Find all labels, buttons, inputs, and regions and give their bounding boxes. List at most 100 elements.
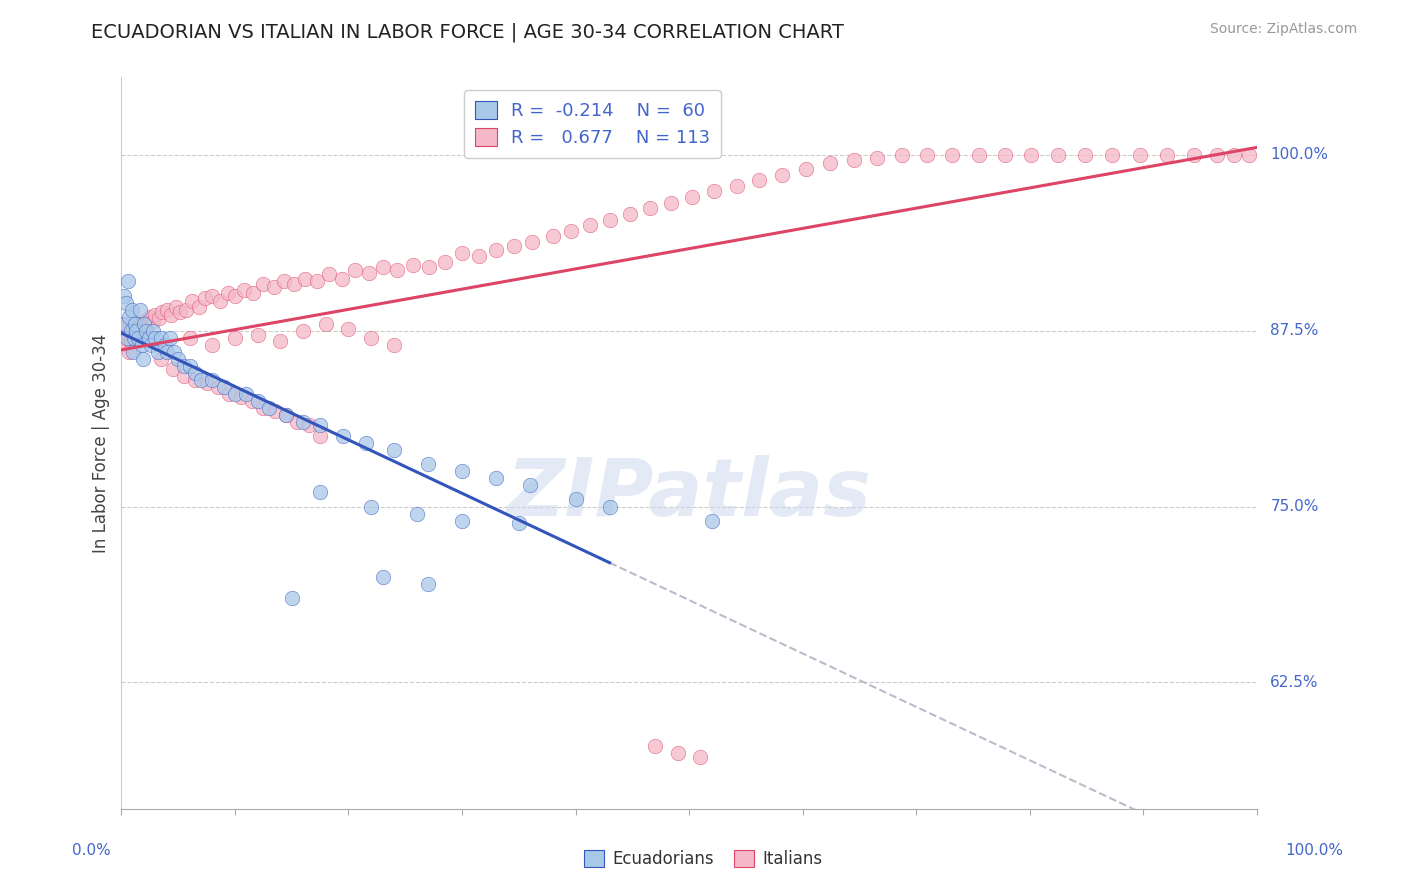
Point [156, 344, 179, 359]
Point [162, 361, 184, 376]
Point [252, 277, 274, 292]
Point [292, 324, 315, 338]
Point [150, 305, 173, 319]
Point [242, 285, 264, 300]
Point [315, 317, 337, 331]
Point [146, 344, 169, 359]
Point [246, 327, 269, 342]
Point [703, 185, 725, 199]
Point [122, 331, 145, 345]
Text: ECUADORIAN VS ITALIAN IN LABOR FORCE | AGE 30-34 CORRELATION CHART: ECUADORIAN VS ITALIAN IN LABOR FORCE | A… [91, 22, 844, 42]
Point [134, 314, 156, 328]
Point [120, 324, 142, 338]
Point [599, 500, 621, 514]
Point [224, 387, 246, 401]
Point [233, 283, 256, 297]
Point [292, 415, 315, 429]
Legend: Ecuadorians, Italians: Ecuadorians, Italians [576, 843, 830, 875]
Point [125, 324, 148, 338]
Point [644, 739, 666, 753]
Point [173, 359, 195, 373]
Text: 0.0%: 0.0% [72, 843, 111, 858]
Point [640, 201, 662, 215]
Point [132, 351, 155, 366]
Point [252, 401, 274, 415]
Point [117, 275, 139, 289]
Point [114, 317, 136, 331]
Point [190, 373, 212, 387]
Point [207, 380, 229, 394]
Point [201, 337, 224, 351]
Point [298, 417, 321, 432]
Point [748, 173, 770, 187]
Point [263, 280, 285, 294]
Point [485, 471, 508, 485]
Point [235, 387, 257, 401]
Point [681, 190, 703, 204]
Point [163, 344, 186, 359]
Point [1129, 148, 1152, 162]
Point [468, 249, 491, 263]
Point [127, 327, 149, 342]
Point [725, 178, 748, 193]
Point [128, 302, 150, 317]
Point [117, 327, 139, 342]
Point [309, 417, 332, 432]
Point [519, 478, 541, 492]
Point [142, 324, 165, 338]
Point [451, 464, 474, 478]
Point [112, 288, 135, 302]
Point [309, 429, 332, 443]
Point [179, 359, 201, 373]
Point [382, 443, 405, 458]
Point [416, 458, 439, 472]
Point [159, 331, 181, 345]
Text: 75.0%: 75.0% [1270, 499, 1319, 514]
Point [274, 408, 297, 422]
Point [866, 151, 889, 165]
Point [184, 366, 207, 380]
Point [246, 394, 269, 409]
Point [180, 294, 202, 309]
Point [135, 324, 157, 338]
Point [689, 750, 711, 764]
Point [371, 260, 394, 275]
Point [138, 331, 160, 345]
Point [1237, 148, 1260, 162]
Point [240, 394, 263, 409]
Point [287, 415, 309, 429]
Point [294, 271, 316, 285]
Point [541, 229, 564, 244]
Point [418, 260, 440, 275]
Point [187, 300, 209, 314]
Point [269, 334, 291, 348]
Point [891, 148, 914, 162]
Point [124, 317, 146, 331]
Point [503, 239, 526, 253]
Point [332, 429, 354, 443]
Point [274, 408, 297, 422]
Point [451, 514, 474, 528]
Point [357, 266, 380, 280]
Point [344, 263, 367, 277]
Point [165, 300, 187, 314]
Point [115, 337, 138, 351]
Point [217, 285, 239, 300]
Point [128, 317, 150, 331]
Legend: R =  -0.214    N =  60, R =   0.677    N = 113: R = -0.214 N = 60, R = 0.677 N = 113 [464, 90, 721, 158]
Point [212, 380, 235, 394]
Point [1156, 148, 1178, 162]
Point [1182, 148, 1205, 162]
Point [273, 275, 295, 289]
Text: ZIPatlas: ZIPatlas [506, 456, 872, 533]
Point [115, 331, 138, 345]
Point [402, 258, 425, 272]
Point [142, 314, 165, 328]
Point [127, 331, 149, 345]
Point [1046, 148, 1069, 162]
Point [318, 268, 340, 282]
Point [111, 317, 134, 331]
Point [124, 319, 146, 334]
Point [1206, 148, 1229, 162]
Point [354, 436, 377, 450]
